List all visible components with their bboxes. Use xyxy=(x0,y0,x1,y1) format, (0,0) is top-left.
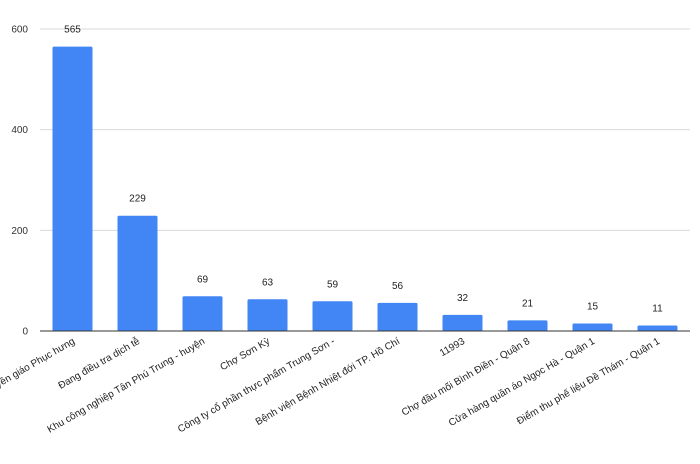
value-label: 11 xyxy=(652,303,663,314)
bar xyxy=(182,296,223,331)
bar xyxy=(52,46,93,331)
bar xyxy=(312,301,353,331)
value-label: 229 xyxy=(129,194,146,205)
value-label: 56 xyxy=(392,281,404,292)
value-labels: 565 229 69 63 59 56 32 21 15 11 xyxy=(64,25,663,315)
value-label: 69 xyxy=(197,274,209,285)
value-label: 15 xyxy=(587,301,599,312)
bar xyxy=(117,215,158,331)
value-label: 59 xyxy=(327,279,339,290)
y-tick-label: 600 xyxy=(11,25,28,36)
y-tick-label: 0 xyxy=(22,327,28,338)
y-tick-label: 200 xyxy=(11,226,28,237)
value-label: 21 xyxy=(522,298,534,309)
bar xyxy=(507,320,548,331)
y-axis-ticks: 0 200 400 600 xyxy=(11,25,28,338)
bar xyxy=(377,302,418,331)
category-label: Chợ Sơn Kỳ xyxy=(219,336,272,373)
value-label: 565 xyxy=(64,25,81,36)
bar xyxy=(247,299,288,331)
bar xyxy=(442,314,483,331)
category-label: 11993 xyxy=(438,336,467,359)
bars xyxy=(52,46,678,331)
value-label: 32 xyxy=(457,293,469,304)
value-label: 63 xyxy=(262,277,274,288)
y-tick-label: 400 xyxy=(11,125,28,136)
bar xyxy=(572,323,613,331)
bar xyxy=(637,325,678,331)
category-label: Chợ đầu mối Bình Điền - Quận 8 xyxy=(399,335,532,419)
